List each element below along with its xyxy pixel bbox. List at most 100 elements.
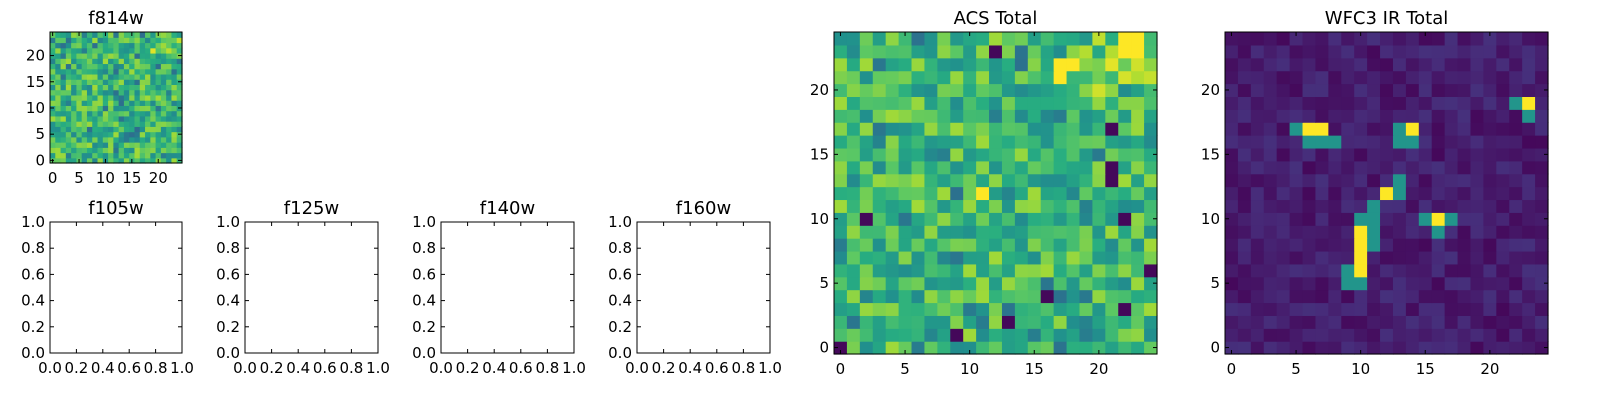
heatmap-cell: [1470, 302, 1484, 316]
heatmap-cell: [1014, 276, 1029, 291]
heatmap-cell: [1144, 289, 1158, 304]
heatmap-cell: [1263, 238, 1278, 252]
heatmap-cell: [50, 73, 56, 80]
heatmap-cell: [108, 157, 114, 164]
heatmap-cell: [1118, 32, 1132, 46]
heatmap-cell: [846, 44, 861, 59]
heatmap-cell: [1118, 289, 1132, 304]
heatmap-cell: [81, 58, 88, 65]
heatmap-cell: [1392, 238, 1407, 252]
heatmap-cell: [86, 131, 93, 138]
heatmap-cell: [872, 109, 887, 123]
heatmap-cell: [176, 126, 183, 133]
heatmap-cell: [81, 52, 88, 59]
heatmap-cell: [1276, 96, 1291, 110]
heatmap-cell: [1225, 44, 1239, 59]
heatmap-cell: [1522, 122, 1536, 136]
heatmap-cell: [898, 250, 913, 265]
heatmap-cell: [160, 37, 167, 44]
heatmap-cell: [166, 126, 173, 133]
heatmap-cell: [1263, 173, 1278, 188]
heatmap-cell: [129, 58, 136, 65]
heatmap-cell: [81, 152, 88, 159]
heatmap-cell: [989, 315, 1003, 329]
y-tick-label: 0.2: [21, 318, 45, 336]
heatmap-cell: [1470, 135, 1484, 149]
heatmap-cell: [92, 105, 99, 112]
heatmap-cell: [859, 160, 874, 175]
heatmap-cell: [1444, 238, 1459, 252]
heatmap-cell: [1066, 238, 1081, 252]
heatmap-cell: [1496, 160, 1510, 175]
x-tick-label: 1.0: [170, 359, 194, 377]
heatmap-cell: [885, 250, 900, 265]
heatmap-cell: [129, 147, 136, 154]
heatmap-cell: [55, 131, 62, 138]
heatmap-cell: [160, 58, 167, 65]
heatmap-cell: [102, 84, 109, 91]
y-tick-label: 15: [1201, 145, 1220, 163]
heatmap-cell: [834, 122, 848, 136]
heatmap-cell: [1237, 212, 1252, 226]
heatmap-cell: [1496, 250, 1510, 265]
heatmap-cell: [1289, 44, 1304, 59]
heatmap-cell: [911, 315, 926, 329]
heatmap-cell: [1250, 109, 1265, 123]
heatmap-cell: [118, 47, 125, 54]
heatmap-cell: [872, 263, 887, 278]
heatmap-cell: [1289, 199, 1304, 213]
heatmap-cell: [1092, 147, 1106, 162]
heatmap-cell: [134, 100, 141, 106]
heatmap-cell: [1535, 276, 1549, 291]
y-tick-label: 0.2: [412, 318, 436, 336]
heatmap-cell: [1066, 122, 1081, 136]
heatmap-cell: [937, 212, 951, 226]
heatmap-cell: [1341, 328, 1355, 342]
heatmap-cell: [1066, 109, 1081, 123]
heatmap-cell: [924, 238, 938, 252]
heatmap-cell: [1053, 238, 1068, 252]
heatmap-cell: [1522, 173, 1536, 188]
heatmap-cell: [171, 68, 178, 75]
heatmap-cell: [97, 157, 104, 164]
heatmap-cell: [1014, 302, 1029, 316]
heatmap-cell: [65, 73, 72, 80]
heatmap-cell: [1431, 276, 1446, 291]
heatmap-cell: [1522, 341, 1536, 355]
heatmap-cell: [1237, 32, 1252, 46]
heatmap-cell: [118, 32, 125, 38]
heatmap-cell: [118, 147, 125, 154]
heatmap-cell: [1131, 328, 1145, 342]
heatmap-cell: [885, 160, 900, 175]
heatmap-cell: [1522, 212, 1536, 226]
heatmap-cell: [160, 89, 167, 96]
heatmap-cell: [1040, 109, 1055, 123]
heatmap-cell: [129, 142, 136, 148]
heatmap-cell: [846, 160, 861, 175]
heatmap-cell: [1522, 199, 1536, 213]
heatmap-cell: [1066, 57, 1081, 72]
heatmap-cell: [1263, 328, 1278, 342]
heatmap-cell: [834, 32, 848, 46]
heatmap-cell: [76, 105, 83, 112]
heatmap-cell: [1328, 199, 1342, 213]
heatmap-cell: [846, 96, 861, 110]
heatmap-cell: [872, 122, 887, 136]
heatmap-cell: [113, 142, 120, 148]
heatmap-cell: [1118, 315, 1132, 329]
y-tick-label: 0.0: [412, 344, 436, 362]
heatmap-cell: [1237, 315, 1252, 329]
heatmap-cell: [1302, 328, 1317, 342]
heatmap-cell: [937, 199, 951, 213]
heatmap-cell: [1470, 276, 1484, 291]
heatmap-cell: [1470, 173, 1484, 188]
heatmap-cell: [859, 276, 874, 291]
axes-frame: [1224, 31, 1549, 355]
heatmap-cell: [1092, 186, 1106, 201]
heatmap-cell: [1066, 328, 1081, 342]
heatmap-cell: [1001, 135, 1016, 149]
heatmap-cell: [976, 122, 990, 136]
heatmap-cell: [1053, 302, 1068, 316]
heatmap-cell: [92, 79, 99, 85]
heatmap-cell: [1276, 147, 1291, 162]
